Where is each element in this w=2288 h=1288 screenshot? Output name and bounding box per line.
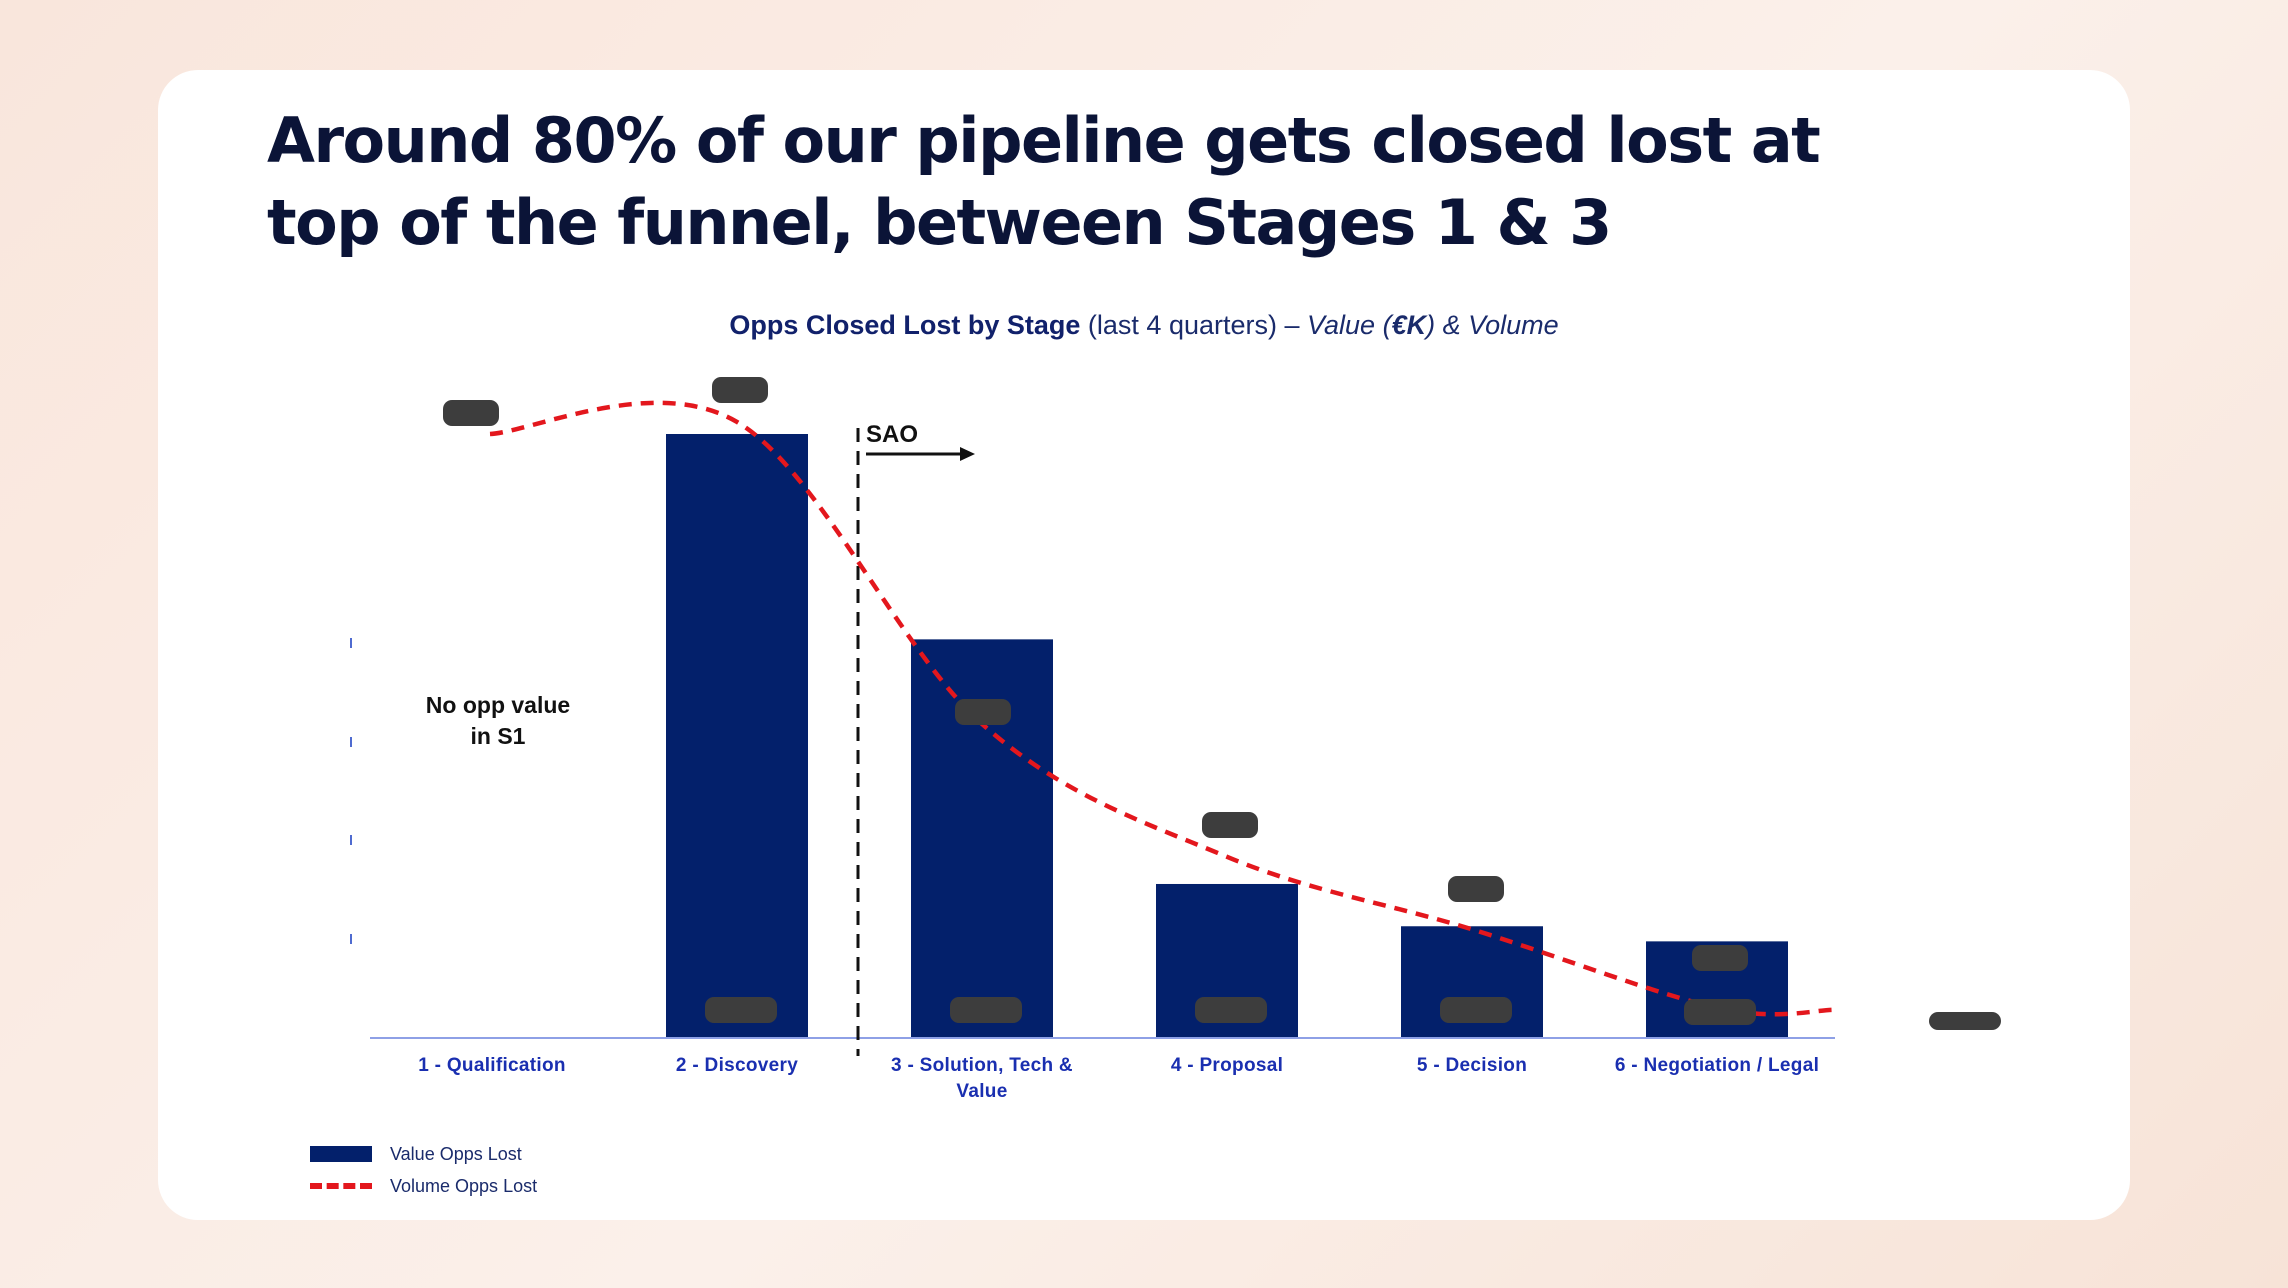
chart-title-main: Opps Closed Lost by Stage (729, 310, 1081, 340)
legend-label-volume: Volume Opps Lost (390, 1175, 538, 1196)
sao-arrow-head (960, 447, 975, 461)
slide-card (158, 70, 2130, 1220)
x-tick-label-1: 1 - Qualification (418, 1055, 566, 1076)
redacted-data-label-7 (705, 997, 777, 1023)
x-tick-label-3: 3 - Solution, Tech & Value (891, 1055, 1073, 1102)
chart-title: Opps Closed Lost by Stage (last 4 quarte… (0, 310, 2288, 341)
redacted-data-label-6 (1692, 945, 1748, 971)
redacted-data-label-10 (1440, 997, 1512, 1023)
redacted-data-label-2 (712, 377, 768, 403)
sao-label: SAO (866, 421, 918, 448)
no-opp-annotation-line-1: No opp value (426, 692, 570, 718)
no-opp-annotation-line-2: in S1 (471, 723, 526, 749)
legend-swatch-dashed-line (310, 1183, 372, 1189)
legend-entry-volume: Volume Opps Lost (310, 1170, 537, 1202)
x-tick-label-5: 5 - Decision (1417, 1055, 1527, 1076)
x-tick-label-4: 4 - Proposal (1171, 1055, 1283, 1076)
redacted-data-label-3 (955, 699, 1011, 725)
volume-line (489, 400, 1836, 1017)
chart-title-period: (last 4 quarters) – (1080, 310, 1308, 340)
bar-2 (666, 434, 808, 1038)
chart-title-units: Value (€K) & Volume (1307, 310, 1559, 340)
chart-legend: Value Opps Lost Volume Opps Lost (310, 1138, 537, 1202)
legend-label-value: Value Opps Lost (390, 1143, 522, 1164)
legend-swatch-bar (310, 1146, 372, 1162)
redacted-data-label-8 (950, 997, 1022, 1023)
redacted-data-label-5 (1448, 876, 1504, 902)
x-tick-label-2: 2 - Discovery (676, 1055, 798, 1076)
slide-headline: Around 80% of our pipeline gets closed l… (267, 104, 1821, 259)
redacted-data-label-1 (443, 400, 499, 426)
redacted-data-label-9 (1195, 997, 1267, 1023)
x-tick-label-6: 6 - Negotiation / Legal (1615, 1055, 1819, 1076)
redacted-data-label-11 (1684, 999, 1756, 1025)
redacted-data-label-12 (1929, 1012, 2001, 1030)
legend-entry-value: Value Opps Lost (310, 1138, 537, 1170)
redacted-data-label-4 (1202, 812, 1258, 838)
